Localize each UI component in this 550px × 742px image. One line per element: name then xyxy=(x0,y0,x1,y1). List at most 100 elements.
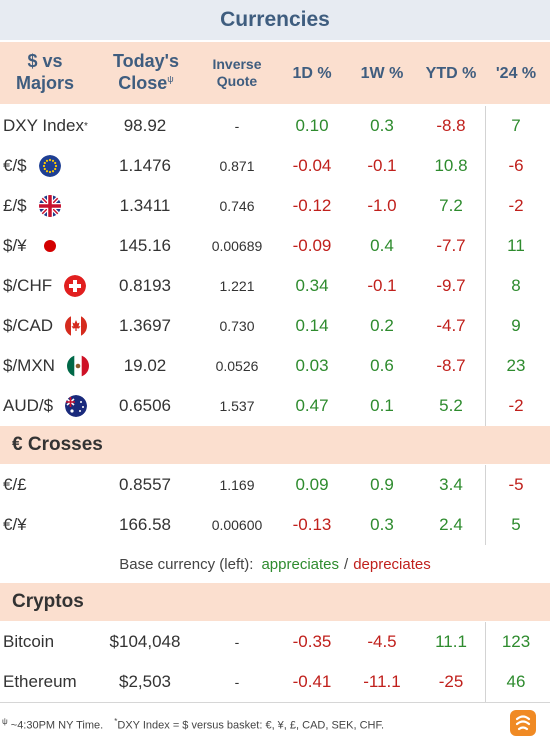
column-divider xyxy=(485,266,486,306)
pair-label-sup: * xyxy=(83,120,88,132)
column-divider xyxy=(485,465,486,505)
change-2024: -2 xyxy=(508,196,524,215)
inverse-value: 1.169 xyxy=(219,477,255,493)
change-1w: 0.9 xyxy=(370,475,394,494)
inverse-value: - xyxy=(234,118,240,134)
change-ytd: -25 xyxy=(438,672,464,691)
change-ytd: -8.8 xyxy=(436,116,466,135)
uk-flag-icon xyxy=(38,195,61,217)
crosses-title: € Crosses xyxy=(12,434,103,455)
change-2024: -2 xyxy=(508,396,524,415)
inverse-value: 1.537 xyxy=(219,398,255,414)
pair-cell: $/CAD xyxy=(3,306,88,346)
inverse-value: - xyxy=(234,674,240,690)
change-1w: 0.1 xyxy=(370,396,394,415)
brand-logo-icon[interactable] xyxy=(510,710,536,736)
footer: ψ ~4:30PM NY Time. *DXY Index = $ versus… xyxy=(0,702,550,740)
column-divider xyxy=(485,106,486,146)
column-divider xyxy=(485,226,486,266)
change-ytd: -9.7 xyxy=(436,276,466,295)
pair-label: €/£ xyxy=(3,475,27,494)
close-value: 0.8557 xyxy=(119,475,171,494)
change-1w: -0.1 xyxy=(367,156,397,175)
change-ytd: 10.8 xyxy=(434,156,468,175)
footnote-time-sup: ψ xyxy=(2,717,8,726)
crypto-row: Ethereum $2,503 - -0.41 -11.1 -25 46 xyxy=(0,662,550,702)
column-divider xyxy=(485,622,486,662)
change-1d: -0.41 xyxy=(292,672,332,691)
majors-row: £/$ 1.3411 0.746 -0.12 -1.0 7.2 -2 xyxy=(0,186,550,226)
pair-label: $/MXN xyxy=(3,356,55,375)
change-2024: 8 xyxy=(511,276,521,295)
column-divider xyxy=(485,386,486,426)
legend-separator: / xyxy=(344,555,349,573)
inverse-value: 0.00689 xyxy=(211,238,263,254)
header-inverse-line1: Inverse xyxy=(212,56,262,73)
change-1w: 0.6 xyxy=(370,356,394,375)
close-value: 145.16 xyxy=(119,236,171,255)
pair-label: $/CHF xyxy=(3,276,53,295)
crosses-row: €/£ 0.8557 1.169 0.09 0.9 3.4 -5 xyxy=(0,465,550,505)
inverse-value: 0.730 xyxy=(219,318,255,334)
header-1w: 1W % xyxy=(360,65,404,82)
change-2024: 9 xyxy=(511,316,521,335)
change-1w: -11.1 xyxy=(363,672,401,691)
pair-cell: Bitcoin xyxy=(3,622,54,662)
inverse-value: 1.221 xyxy=(219,278,255,294)
canada-flag-icon xyxy=(65,315,88,337)
japan-flag-icon xyxy=(38,235,61,257)
header-majors-line1: $ vs xyxy=(27,51,63,72)
color-legend: Base currency (left): appreciates / depr… xyxy=(0,545,550,583)
footnote-dxy: DXY Index = $ versus basket: €, ¥, £, CA… xyxy=(117,719,385,732)
close-value: 166.58 xyxy=(119,515,171,534)
inverse-value: 0.0526 xyxy=(215,358,259,374)
majors-row: $/¥ 145.16 0.00689 -0.09 0.4 -7.7 11 xyxy=(0,226,550,266)
change-1d: -0.35 xyxy=(292,632,332,651)
legend-depreciates: depreciates xyxy=(353,555,431,573)
change-1d: 0.14 xyxy=(295,316,329,335)
header-inverse: Inverse Quote xyxy=(198,56,276,90)
eu-flag-icon xyxy=(38,155,61,177)
change-ytd: -8.7 xyxy=(436,356,466,375)
pair-label: Bitcoin xyxy=(3,632,55,651)
header-majors: $ vs Majors xyxy=(10,51,80,94)
change-1d: -0.13 xyxy=(292,515,332,534)
close-value: 1.3411 xyxy=(119,196,171,215)
pair-label: €/¥ xyxy=(3,515,27,534)
change-1w: -0.1 xyxy=(367,276,397,295)
change-1d: 0.47 xyxy=(295,396,329,415)
inverse-value: 0.00600 xyxy=(211,517,263,533)
crosses-rows: €/£ 0.8557 1.169 0.09 0.9 3.4 -5 €/¥ 166.58 0.006… xyxy=(0,464,550,545)
footnote-time: ~4:30PM NY Time. xyxy=(10,719,104,732)
footnote-dxy-sup: * xyxy=(114,717,118,726)
change-1w: -1.0 xyxy=(367,196,397,215)
column-divider xyxy=(485,662,486,702)
title-bar: Currencies xyxy=(0,0,550,42)
swiss-flag-icon xyxy=(64,275,87,297)
header-close-sup: ψ xyxy=(167,74,174,84)
change-2024: 123 xyxy=(501,632,531,651)
majors-row: €/$ 1.1476 0.871 -0.04 -0.1 10.8 -6 xyxy=(0,146,550,186)
pair-cell: DXY Index * xyxy=(3,106,88,146)
header-close-line2: Close xyxy=(118,73,168,93)
majors-rows: DXY Index * 98.92 - 0.10 0.3 -8.8 7 €/$ 1.1476 0.8… xyxy=(0,104,550,426)
change-2024: -5 xyxy=(508,475,524,494)
change-1w: -4.5 xyxy=(367,632,397,651)
pair-cell: $/CHF xyxy=(3,266,87,306)
change-1w: 0.3 xyxy=(370,116,394,135)
pair-cell: AUD/$ xyxy=(3,386,88,426)
pair-cell: £/$ xyxy=(3,186,61,226)
change-ytd: 7.2 xyxy=(439,196,463,215)
change-ytd: 5.2 xyxy=(439,396,463,415)
pair-cell: €/£ xyxy=(3,465,27,505)
change-1d: -0.04 xyxy=(292,156,332,175)
change-2024: 23 xyxy=(506,356,526,375)
cryptos-section-header: Cryptos xyxy=(0,583,550,621)
header-24: '24 % xyxy=(495,65,537,82)
pair-cell: €/$ xyxy=(3,146,61,186)
pair-label: $/¥ xyxy=(3,236,27,255)
majors-row: $/CAD 1.3697 0.730 0.14 0.2 -4.7 9 xyxy=(0,306,550,346)
change-ytd: 3.4 xyxy=(439,475,463,494)
crypto-row: Bitcoin $104,048 - -0.35 -4.5 11.1 123 xyxy=(0,622,550,662)
legend-appreciates: appreciates xyxy=(261,555,340,573)
